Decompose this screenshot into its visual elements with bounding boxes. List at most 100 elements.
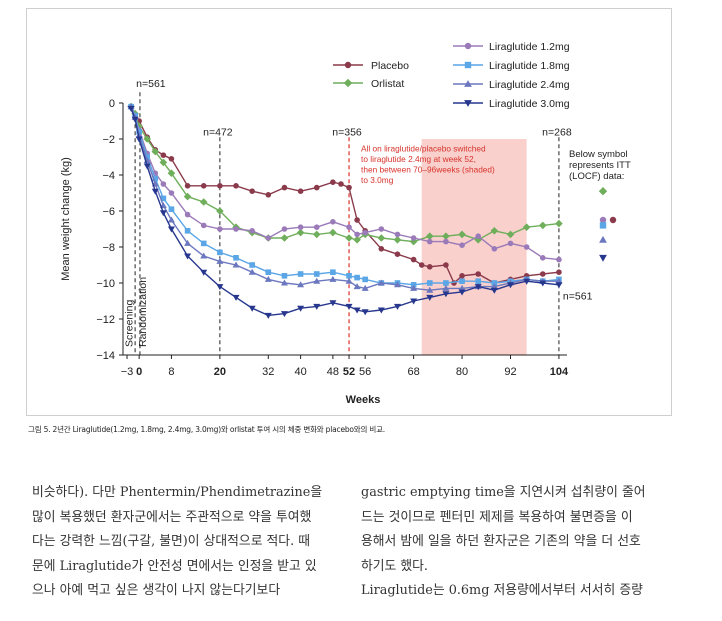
data-point	[160, 181, 167, 187]
data-point	[377, 279, 385, 286]
data-point	[490, 287, 498, 294]
data-point	[184, 183, 191, 189]
data-point	[539, 255, 546, 261]
x-tick-label: 0	[136, 366, 142, 378]
data-point	[443, 238, 449, 245]
data-point	[265, 269, 272, 275]
data-point	[475, 278, 481, 284]
data-point	[330, 269, 336, 275]
data-point	[232, 294, 240, 301]
data-point	[539, 271, 546, 277]
data-point	[152, 175, 159, 182]
data-point	[216, 257, 224, 264]
data-point	[555, 219, 563, 228]
data-point	[216, 284, 224, 291]
itt-locf-marker	[599, 216, 607, 224]
data-point	[217, 226, 223, 232]
x-tick-label: 92	[504, 366, 516, 378]
legend-label: Placebo	[371, 60, 409, 72]
data-point	[459, 278, 465, 284]
n-count-label: n=472	[203, 126, 233, 138]
y-tick-label: −10	[96, 278, 115, 290]
data-point	[313, 277, 321, 284]
data-point	[393, 303, 401, 310]
x-tick-label: 48	[327, 366, 339, 378]
locf-note-line: represents ITT	[569, 160, 631, 171]
x-tick-label: 80	[456, 366, 468, 378]
legend-item: Liraglutide 2.4mg	[453, 79, 570, 91]
data-point	[135, 131, 143, 138]
data-point	[523, 244, 530, 250]
data-point	[313, 184, 320, 191]
data-point	[297, 281, 305, 288]
data-point	[377, 234, 386, 242]
data-point	[159, 210, 167, 217]
figure-panel: 0 −2 −4 −6 −8 −10 −12 −14 −3 0 8 20 32 40 48 52 56 68 80 92…	[26, 8, 672, 416]
data-point	[491, 246, 498, 252]
data-point	[418, 262, 425, 268]
legend-item: Liraglutide 1.2mg	[453, 41, 570, 53]
data-point	[346, 184, 352, 191]
y-tick-label: −12	[96, 314, 115, 326]
x-tick-label: 32	[262, 366, 274, 378]
series-liraglutide-3-0mg	[127, 105, 563, 319]
data-point	[200, 240, 207, 247]
data-point	[160, 152, 167, 158]
x-tick-label: 52	[343, 366, 355, 378]
data-point	[410, 298, 418, 305]
data-point	[361, 284, 369, 291]
data-point	[378, 226, 385, 232]
data-point	[167, 169, 176, 177]
locf-note-line: (LOCF) data:	[569, 171, 624, 182]
weight-change-chart: 0−2−4−6−8−10−12−14−3 0 8 20 32 40 48 52 56 68 80 92…	[60, 41, 631, 406]
data-point	[475, 233, 482, 239]
data-point	[523, 278, 531, 285]
data-point	[329, 275, 337, 282]
legend-item: Liraglutide 3.0mg	[453, 98, 570, 110]
data-point	[330, 179, 336, 185]
data-point	[538, 221, 547, 230]
body-line: 비슷하다). 다만 Phentermin/Phendimetrazine을	[32, 485, 323, 500]
legend-marker	[344, 61, 352, 69]
data-point	[353, 307, 361, 314]
legend-label: Liraglutide 3.0mg	[489, 98, 570, 110]
data-point	[297, 305, 305, 312]
body-text-right-column: gastric emptying time을 지연시켜 섭취량이 줄어 드는 것…	[361, 481, 673, 604]
data-point	[264, 312, 272, 319]
data-point	[313, 224, 320, 230]
data-point	[377, 307, 385, 314]
switch-annotation-line: to liraglutide 2.4mg at week 52,	[361, 154, 476, 164]
data-point	[312, 230, 321, 239]
data-point	[184, 211, 191, 218]
legend-item: Liraglutide 1.8mg	[453, 60, 570, 72]
data-point	[426, 280, 433, 286]
data-point	[248, 268, 256, 275]
y-tick-label: −14	[96, 350, 115, 362]
data-point	[330, 219, 336, 225]
data-point	[143, 163, 151, 170]
data-point	[459, 242, 465, 248]
data-point	[280, 279, 288, 286]
data-point	[506, 230, 515, 239]
data-point	[281, 226, 288, 232]
switch-annotation-line: then between 70–96weeks (shaded)	[361, 165, 495, 175]
data-point	[555, 277, 563, 284]
data-point	[362, 276, 368, 283]
data-point	[354, 217, 360, 223]
data-point	[249, 188, 255, 194]
legend-marker	[464, 100, 472, 107]
legend-item: Orlistat	[333, 78, 404, 90]
data-point	[361, 309, 369, 316]
body-line: 다는 강력한 느낌(구갈, 불면)이 상대적으로 적다. 때	[32, 534, 310, 549]
data-point	[556, 269, 562, 276]
data-point	[265, 192, 272, 198]
data-point	[442, 232, 450, 240]
data-point	[167, 216, 175, 223]
data-point	[217, 249, 223, 256]
itt-locf-marker	[609, 216, 617, 224]
x-tick-label: 20	[214, 366, 226, 378]
switch-annotation-line: to 3.0mg	[361, 175, 394, 185]
body-line: 하기도 했다.	[361, 558, 429, 574]
series-line	[130, 108, 559, 317]
data-point	[264, 275, 272, 282]
